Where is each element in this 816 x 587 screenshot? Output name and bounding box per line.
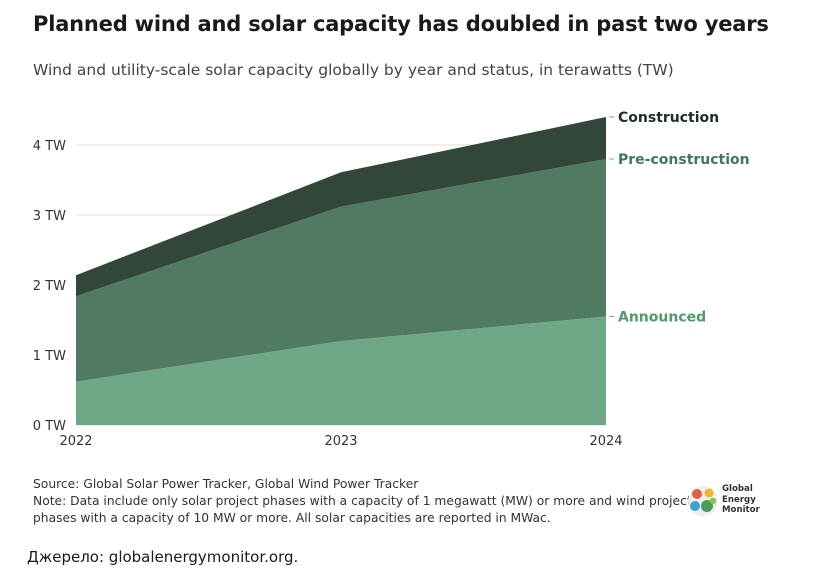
globe-icon bbox=[688, 486, 718, 516]
x-tick-label: 2022 bbox=[59, 434, 92, 449]
series-labels: Announced Pre-construction Construction bbox=[609, 110, 750, 326]
area-pre-construction bbox=[76, 159, 606, 382]
logo-line-2: Energy bbox=[722, 494, 756, 505]
y-tick-label: 2 TW bbox=[33, 279, 66, 294]
y-axis-ticks: 0 TW 1 TW 2 TW 3 TW 4 TW bbox=[33, 139, 66, 434]
series-label: Construction bbox=[618, 110, 719, 126]
chart-notes: Source: Global Solar Power Tracker, Glob… bbox=[33, 476, 692, 527]
series-label: Announced bbox=[618, 310, 706, 326]
x-axis-ticks: 2022 2023 2024 bbox=[59, 434, 622, 449]
note-line-1: Note: Data include only solar project ph… bbox=[33, 494, 692, 508]
area-layers bbox=[76, 117, 606, 425]
x-tick-label: 2023 bbox=[324, 434, 357, 449]
chart-card: Planned wind and solar capacity has doub… bbox=[18, 0, 800, 541]
series-label: Pre-construction bbox=[618, 152, 750, 168]
y-tick-label: 4 TW bbox=[33, 139, 66, 154]
y-tick-label: 3 TW bbox=[33, 209, 66, 224]
area-construction bbox=[76, 117, 606, 297]
logo-line-1: Global bbox=[722, 484, 753, 494]
logo-line-3: Monitor bbox=[722, 505, 760, 515]
area-chart: 0 TW 1 TW 2 TW 3 TW 4 TW 2022 2023 2024 Announ… bbox=[33, 110, 750, 449]
y-tick-label: 0 TW bbox=[33, 419, 66, 434]
area-announced bbox=[76, 316, 606, 425]
x-tick-label: 2024 bbox=[589, 434, 622, 449]
y-tick-label: 1 TW bbox=[33, 349, 66, 364]
global-energy-monitor-logo: Global Energy Monitor bbox=[686, 484, 776, 518]
source-caption: Джерело: globalenergymonitor.org. bbox=[27, 548, 299, 566]
chart-subtitle: Wind and utility-scale solar capacity gl… bbox=[33, 61, 674, 79]
note-line-2: phases with a capacity of 10 MW or more.… bbox=[33, 511, 551, 525]
chart-title: Planned wind and solar capacity has doub… bbox=[33, 12, 769, 36]
logo-text: Global Energy Monitor bbox=[722, 484, 760, 516]
source-line: Source: Global Solar Power Tracker, Glob… bbox=[33, 477, 419, 491]
